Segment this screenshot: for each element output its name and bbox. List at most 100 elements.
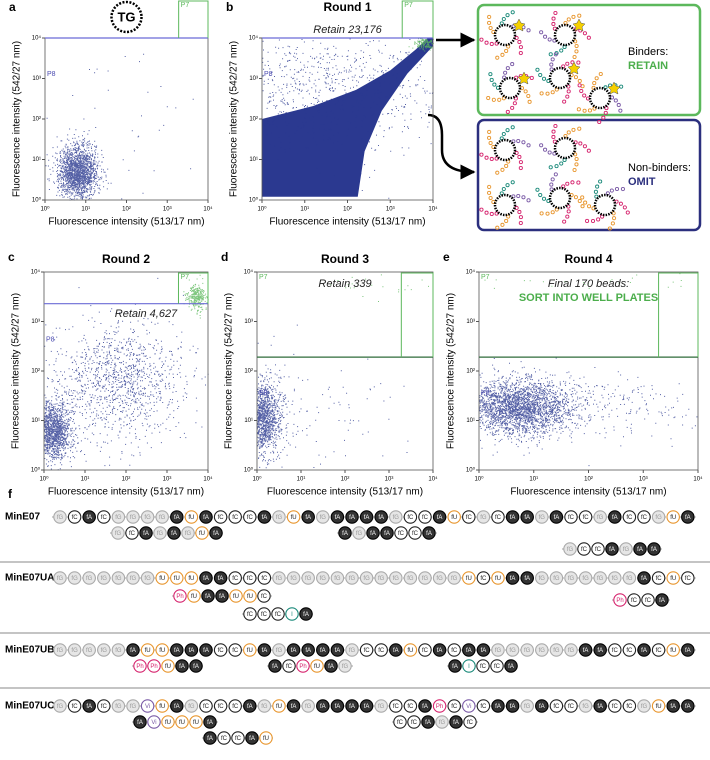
nucleotide (352, 526, 366, 540)
nucleotide-label: fU (407, 648, 413, 654)
nucleotide-label: fG (568, 648, 575, 654)
nucleotide (140, 699, 155, 713)
y-axis-label: Fluorescence intensity (542/27 nm) (229, 41, 240, 197)
aptamer-arm (511, 139, 531, 148)
nucleotide (359, 643, 374, 657)
nucleotide-label: fC (466, 515, 473, 521)
nucleotide (447, 699, 461, 713)
nucleotide (593, 571, 607, 585)
nucleotide-label: fA (174, 704, 180, 710)
nucleotide-label: fC (645, 598, 652, 604)
nucleotide (184, 699, 199, 713)
nucleotide (447, 510, 461, 524)
nucleotide-label: fA (659, 598, 665, 604)
nucleotide-label: fG (623, 547, 630, 553)
nucleotide (448, 659, 462, 673)
nucleotide-label: fC (626, 648, 633, 654)
x-tick-label: 10⁰ (257, 206, 267, 213)
nucleotide (330, 643, 345, 657)
aptamer-arm (585, 214, 605, 223)
nucleotide-label: fA (189, 648, 195, 654)
non-binders-label: Non-binders: (628, 162, 691, 174)
nucleotide-label: fC (612, 648, 619, 654)
nucleotide (403, 643, 418, 657)
nucleotide (491, 699, 505, 713)
nucleotide-label: fA (349, 515, 355, 521)
nucleotide (608, 643, 622, 657)
nucleotide-label: fG (480, 515, 487, 521)
nucleotide (67, 699, 82, 713)
nucleotide (195, 526, 209, 540)
bead (553, 23, 577, 47)
nucleotide (257, 589, 271, 603)
nucleotide (209, 526, 223, 540)
nucleotide (126, 510, 140, 524)
x-tick-label: 10⁴ (428, 476, 438, 483)
nucleotide (462, 643, 476, 657)
nucleotide (681, 643, 695, 657)
nucleotide-label: fC (411, 720, 418, 726)
aptamer-arm (499, 180, 515, 196)
nucleotide-label: fU (191, 594, 197, 600)
nucleotide-label: fU (670, 576, 676, 582)
nucleotide (637, 643, 651, 657)
nucleotide-label: fG (495, 648, 502, 654)
nucleotide-label: fG (334, 576, 341, 582)
nucleotide-label: fC (101, 515, 108, 521)
gate-p7 (658, 272, 699, 358)
x-axis-label: Fluorescence intensity (513/17 nm) (48, 487, 204, 498)
nucleotide (316, 571, 330, 585)
nucleotide (82, 510, 96, 524)
bead (548, 186, 572, 210)
nucleotide (243, 510, 257, 524)
bead (588, 86, 612, 110)
nucleotide (359, 699, 374, 713)
nucleotide-label: fC (364, 648, 371, 654)
nucleotide (505, 699, 520, 713)
target-protein (512, 18, 526, 32)
nucleotide-label: fC (247, 576, 254, 582)
nucleotide (111, 643, 126, 657)
nucleotide (184, 510, 199, 524)
bead (553, 136, 577, 160)
nucleotide-label: fC (407, 515, 414, 521)
nucleotide-label: fG (320, 515, 327, 521)
nucleotide (578, 699, 593, 713)
nucleotide-label: fA (495, 704, 501, 710)
nucleotide-label: fC (397, 720, 404, 726)
nucleotide (564, 571, 578, 585)
nucleotide (591, 542, 605, 556)
nucleotide-label: fG (130, 515, 137, 521)
nucleotide (301, 643, 315, 657)
nucleotide-label: fA (685, 515, 691, 521)
nucleotide-label: fA (207, 720, 213, 726)
binders-action: RETAIN (628, 60, 668, 72)
nucleotide-label: Ph (176, 594, 183, 600)
bead (498, 76, 522, 100)
nucleotide-label: fA (651, 547, 657, 553)
nucleotide (181, 526, 195, 540)
x-tick-label: 10⁰ (252, 476, 262, 483)
aptamer-arm (577, 83, 591, 101)
nucleotide-label: fG (276, 576, 283, 582)
panel-letter: a (9, 0, 16, 14)
nucleotide (418, 510, 432, 524)
nucleotide (184, 643, 199, 657)
non-binders-action: OMIT (628, 176, 656, 188)
construct-name: MinE07 (5, 512, 40, 523)
nucleotide (213, 510, 228, 524)
nucleotide (97, 571, 111, 585)
nucleotide-label: fG (612, 576, 619, 582)
nucleotide-label: fA (262, 515, 268, 521)
target-protein (567, 61, 581, 75)
nucleotide (608, 571, 622, 585)
gate-label: P8 (264, 71, 273, 78)
nucleotide (447, 643, 461, 657)
nucleotide (203, 731, 217, 745)
nucleotide (578, 571, 593, 585)
event-cloud (262, 38, 434, 199)
gate-p7 (400, 272, 434, 358)
nucleotide-label: fU (291, 515, 297, 521)
nucleotide (394, 526, 408, 540)
nucleotide-label: fC (422, 648, 429, 654)
